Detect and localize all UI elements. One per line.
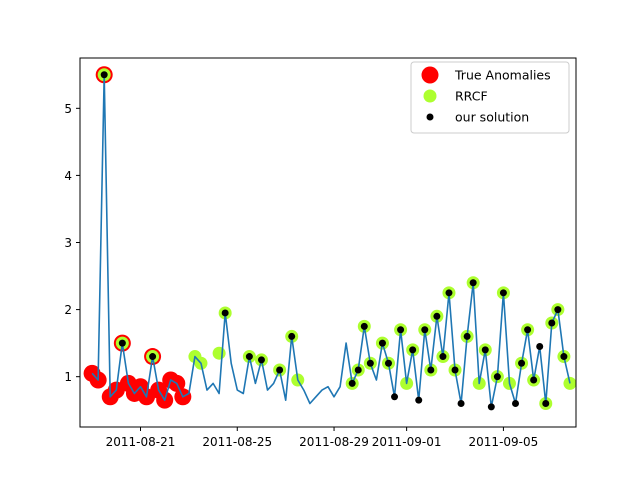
solution-point bbox=[397, 326, 405, 334]
x-tick-label: 2011-09-01 bbox=[372, 435, 442, 449]
solution-point bbox=[512, 400, 520, 408]
y-tick-label: 5 bbox=[64, 102, 72, 116]
solution-point bbox=[257, 356, 265, 364]
solution-point bbox=[499, 289, 507, 297]
solution-point bbox=[348, 379, 356, 387]
plot-frame bbox=[79, 57, 577, 428]
y-tick-label: 4 bbox=[64, 169, 72, 183]
solution-point bbox=[536, 342, 544, 350]
legend-marker bbox=[421, 66, 439, 84]
solution-point bbox=[451, 366, 459, 374]
solution-point bbox=[354, 366, 362, 374]
legend-label: our solution bbox=[455, 110, 529, 125]
legend-marker bbox=[423, 89, 437, 103]
solution-point bbox=[149, 353, 157, 361]
axes-layer: 2011-08-21 2011-08-25 2011-08-29 2011-09-01… bbox=[64, 102, 538, 449]
solution-point bbox=[439, 353, 447, 361]
solution-point bbox=[366, 359, 374, 367]
solution-point bbox=[378, 339, 386, 347]
solution-point bbox=[433, 312, 441, 320]
solution-point bbox=[469, 279, 477, 287]
solution-point bbox=[421, 326, 429, 334]
solution-point bbox=[542, 400, 550, 408]
legend: True Anomalies RRCF our solution bbox=[410, 61, 570, 134]
x-tick-label: 2011-08-25 bbox=[202, 435, 272, 449]
solution-point bbox=[415, 396, 423, 404]
solution-point bbox=[245, 353, 253, 361]
solution-point bbox=[457, 400, 465, 408]
rrcf-point bbox=[212, 346, 226, 360]
legend-box bbox=[410, 61, 570, 134]
solution-point bbox=[427, 366, 435, 374]
x-tick-label: 2011-08-21 bbox=[106, 435, 176, 449]
series-layer bbox=[83, 66, 577, 411]
solution-point bbox=[530, 376, 538, 384]
legend-marker bbox=[426, 113, 434, 121]
solution-point bbox=[288, 332, 296, 340]
x-tick-label: 2011-09-05 bbox=[469, 435, 539, 449]
solution-point bbox=[118, 339, 126, 347]
solution-point bbox=[524, 326, 532, 334]
y-tick-label: 1 bbox=[64, 370, 72, 384]
solution-point bbox=[487, 403, 495, 411]
y-tick-label: 3 bbox=[64, 236, 72, 250]
solution-point bbox=[391, 393, 399, 401]
solution-point bbox=[560, 353, 568, 361]
legend-label: RRCF bbox=[455, 89, 488, 104]
solution-point bbox=[445, 289, 453, 297]
solution-point bbox=[384, 359, 392, 367]
solution-point bbox=[554, 306, 562, 314]
series-line bbox=[91, 74, 571, 408]
y-tick-label: 2 bbox=[64, 303, 72, 317]
solution-point bbox=[518, 359, 526, 367]
solution-point bbox=[221, 309, 229, 317]
solution-point bbox=[493, 373, 501, 381]
legend-label: True Anomalies bbox=[454, 68, 551, 83]
solution-point bbox=[409, 346, 417, 354]
solution-point bbox=[360, 322, 368, 330]
x-tick-label: 2011-08-29 bbox=[299, 435, 369, 449]
solution-point bbox=[481, 346, 489, 354]
solution-point bbox=[463, 332, 471, 340]
solution-point bbox=[100, 71, 108, 79]
solution-point bbox=[548, 319, 556, 327]
solution-point bbox=[276, 366, 284, 374]
